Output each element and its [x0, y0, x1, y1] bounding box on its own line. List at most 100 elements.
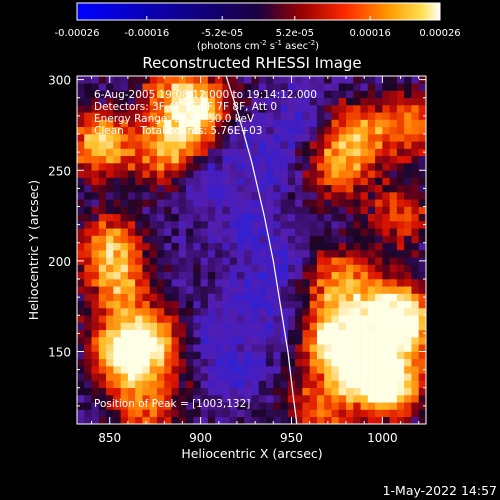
heatmap-cell — [200, 271, 209, 280]
heatmap-cell — [84, 213, 92, 222]
heatmap-cell — [135, 286, 143, 294]
heatmap-cell — [186, 329, 194, 338]
heatmap-cell — [382, 155, 390, 164]
heatmap-cell — [280, 351, 289, 360]
heatmap-cell — [156, 163, 165, 171]
heatmap-cell — [207, 286, 216, 294]
heatmap-cell — [98, 235, 107, 244]
heatmap-cell — [316, 366, 325, 374]
heatmap-cell — [178, 199, 187, 207]
heatmap-cell — [331, 358, 340, 367]
heatmap-cell — [135, 221, 143, 229]
heatmap-cell — [236, 373, 245, 381]
heatmap-cell — [91, 293, 100, 302]
heatmap-cell — [309, 380, 318, 389]
heatmap-cell — [367, 308, 376, 316]
heatmap-cell — [135, 358, 143, 367]
heatmap-cell — [266, 141, 274, 149]
heatmap-cell — [200, 192, 209, 200]
heatmap-cell — [171, 344, 180, 352]
heatmap-cell — [171, 76, 180, 84]
heatmap-cell — [389, 315, 398, 323]
heatmap-cell — [396, 271, 405, 280]
heatmap-cell — [186, 199, 194, 207]
heatmap-cell — [200, 344, 209, 352]
heatmap-cell — [171, 112, 180, 120]
heatmap-cell — [418, 344, 426, 352]
heatmap-cell — [244, 409, 252, 418]
heatmap-cell — [84, 119, 92, 128]
heatmap-cell — [91, 279, 100, 287]
heatmap-cell — [266, 126, 274, 135]
heatmap-cell — [382, 264, 390, 273]
heatmap-cell — [404, 90, 412, 99]
heatmap-cell — [411, 184, 420, 193]
heatmap-cell — [113, 358, 121, 367]
heatmap-cell — [98, 344, 107, 352]
heatmap-cell — [236, 163, 245, 171]
heatmap-cell — [302, 192, 310, 200]
heatmap-cell — [200, 141, 209, 149]
heatmap-cell — [295, 308, 303, 316]
heatmap-cell — [302, 279, 310, 287]
heatmap-cell — [244, 184, 252, 193]
heatmap-cell — [396, 206, 405, 215]
heatmap-cell — [178, 76, 187, 84]
heatmap-cell — [382, 366, 390, 374]
heatmap-cell — [251, 257, 260, 265]
heatmap-cell — [367, 126, 376, 135]
heatmap-cell — [316, 192, 325, 200]
heatmap-cell — [142, 322, 151, 331]
heatmap-cell — [215, 293, 223, 302]
heatmap-cell — [324, 141, 332, 149]
heatmap-cell — [273, 409, 281, 418]
heatmap-cell — [222, 366, 230, 374]
heatmap-cell — [302, 337, 310, 345]
heatmap-cell — [353, 105, 361, 113]
heatmap-cell — [244, 235, 252, 244]
heatmap-cell — [258, 235, 267, 244]
heatmap-cell — [207, 395, 216, 403]
heatmap-cell — [229, 300, 238, 309]
heatmap-cell — [120, 322, 129, 331]
heatmap-cell — [280, 293, 289, 302]
heatmap-cell — [120, 279, 129, 287]
annotation-counts: Clean Total counts: 5.76E+03 — [94, 125, 263, 137]
heatmap-cell — [142, 83, 151, 91]
heatmap-cell — [244, 112, 252, 120]
heatmap-cell — [106, 112, 114, 120]
heatmap-cell — [207, 373, 216, 381]
heatmap-cell — [353, 387, 361, 396]
heatmap-cell — [346, 134, 354, 142]
heatmap-cell — [244, 134, 252, 142]
heatmap-cell — [142, 257, 151, 265]
heatmap-cell — [375, 315, 383, 323]
heatmap-cell — [331, 380, 340, 389]
heatmap-cell — [353, 177, 361, 186]
heatmap-cell — [353, 409, 361, 418]
heatmap-cell — [236, 235, 245, 244]
heatmap-cell — [302, 293, 310, 302]
heatmap-cell — [113, 344, 121, 352]
heatmap-cell — [229, 235, 238, 244]
heatmap-cell — [404, 293, 412, 302]
heatmap-cell — [389, 83, 398, 91]
heatmap-cell — [98, 170, 107, 178]
heatmap-cell — [273, 271, 281, 280]
heatmap-cell — [375, 141, 383, 149]
heatmap-cell — [229, 279, 238, 287]
heatmap-cell — [178, 242, 187, 251]
heatmap-cell — [149, 380, 158, 389]
heatmap-cell — [411, 271, 420, 280]
heatmap-cell — [84, 250, 92, 258]
heatmap-cell — [98, 221, 107, 229]
heatmap-cell — [229, 250, 238, 258]
heatmap-cell — [266, 105, 274, 113]
heatmap-cell — [324, 119, 332, 128]
heatmap-cell — [302, 184, 310, 193]
heatmap-cell — [382, 300, 390, 309]
heatmap-cell — [178, 358, 187, 367]
heatmap-cell — [186, 257, 194, 265]
heatmap-cell — [353, 126, 361, 135]
heatmap-cell — [353, 395, 361, 403]
